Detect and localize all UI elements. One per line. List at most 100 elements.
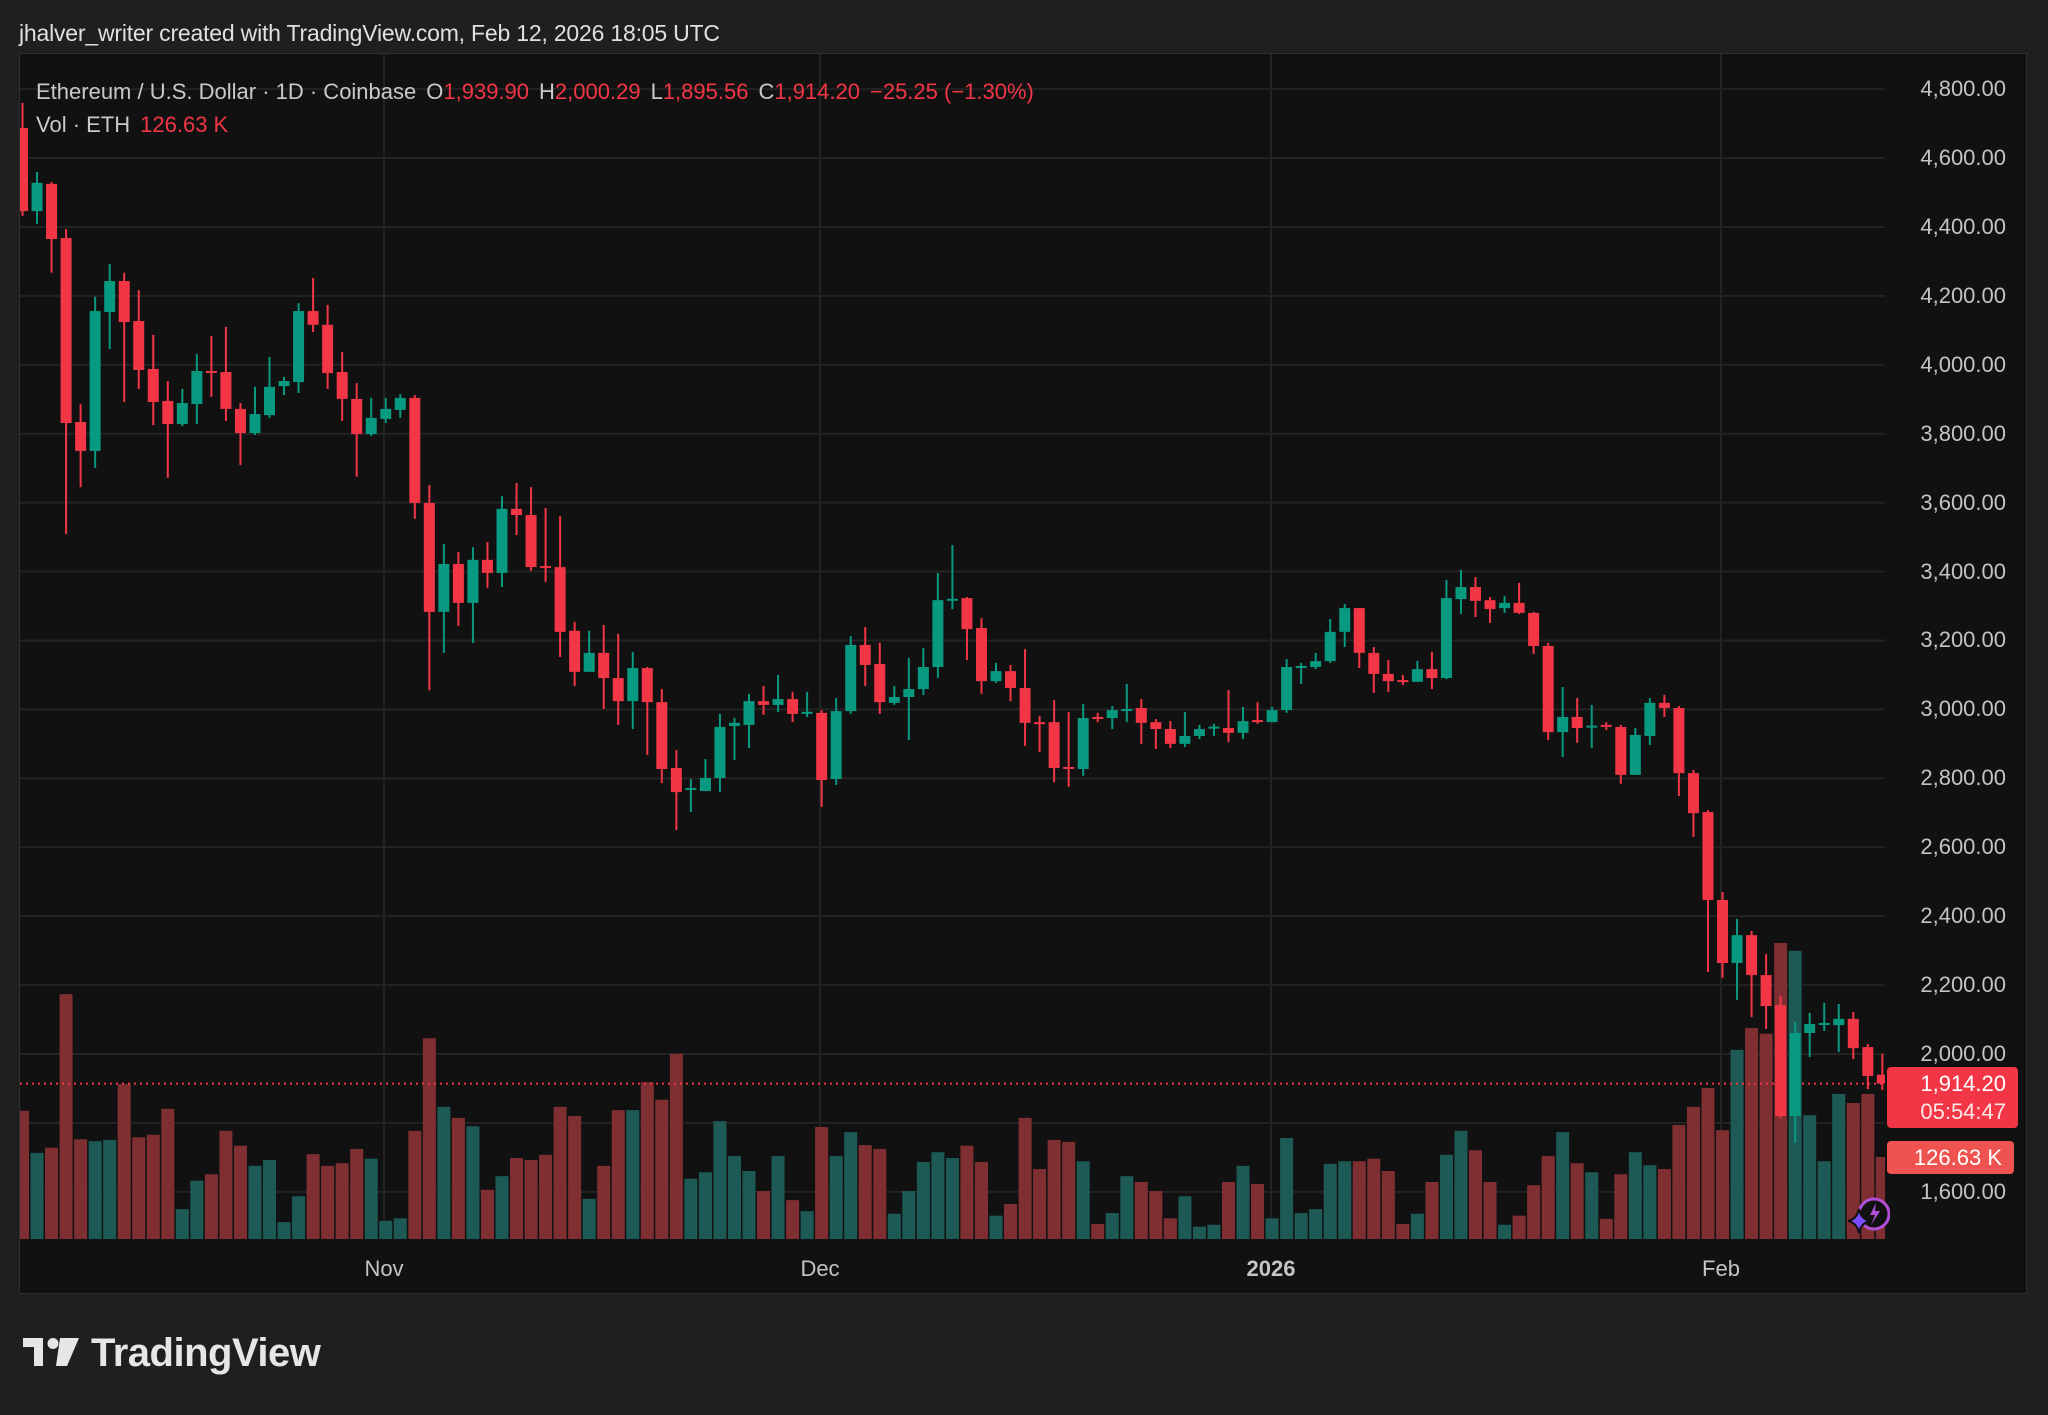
price-axis-label: 4,600.00 <box>1920 145 2006 171</box>
candle-body <box>685 787 697 790</box>
candle-body <box>336 372 348 399</box>
candle-body <box>1150 722 1162 730</box>
volume-bar <box>132 1137 146 1239</box>
volume-bar <box>1512 1215 1526 1239</box>
ai-sparkle-icon[interactable] <box>1848 1193 1890 1235</box>
candle-body <box>1818 1022 1830 1025</box>
candle-body <box>1252 720 1264 723</box>
volume-bar <box>1149 1191 1163 1239</box>
volume-bar <box>1309 1209 1323 1239</box>
candle-body <box>1746 935 1758 976</box>
candle-body <box>1629 734 1641 775</box>
volume-bar <box>698 1172 712 1239</box>
volume-bar <box>1076 1161 1090 1239</box>
candle-body <box>1222 728 1234 733</box>
candle-body <box>1687 773 1699 814</box>
candle-body <box>20 128 28 212</box>
candle-body <box>1847 1018 1859 1049</box>
candle-body <box>801 711 813 714</box>
candle-body <box>322 324 334 374</box>
volume-bar <box>713 1121 727 1239</box>
volume-bar <box>1352 1161 1366 1239</box>
price-axis-label: 2,200.00 <box>1920 972 2006 998</box>
candle-body <box>1876 1074 1885 1084</box>
candle-body <box>743 701 755 725</box>
candle-body <box>1440 598 1452 679</box>
plot-area[interactable] <box>16 54 1889 1239</box>
volume-bar <box>786 1200 800 1239</box>
volume-bar <box>1221 1182 1235 1239</box>
candle-body <box>830 711 842 780</box>
volume-bar <box>1033 1169 1047 1239</box>
volume-bar <box>553 1106 567 1239</box>
change-value: −25.25 (−1.30%) <box>869 78 1034 104</box>
open-label: O <box>426 78 444 104</box>
volume-bar <box>1469 1150 1482 1239</box>
high-value: 2,000.29 <box>554 78 641 104</box>
candle-body <box>1455 587 1467 600</box>
candle-body <box>467 559 479 603</box>
volume-bar <box>379 1220 393 1239</box>
candle-body <box>1586 725 1598 728</box>
candle-body <box>670 767 682 793</box>
volume-bar <box>190 1180 204 1239</box>
volume-bar <box>1294 1213 1308 1239</box>
candle-body <box>1005 671 1017 689</box>
candle-body <box>176 403 188 425</box>
candle-body <box>1397 680 1409 683</box>
volume-bar <box>1439 1154 1453 1239</box>
price-axis-label: 4,400.00 <box>1920 213 2006 239</box>
volume-bar <box>1251 1183 1265 1239</box>
price-axis-label: 3,800.00 <box>1920 420 2006 446</box>
volume-bar <box>742 1170 756 1239</box>
price-axis-label: 2,600.00 <box>1920 834 2006 860</box>
candle-series <box>20 102 1885 1143</box>
candle-body <box>1702 812 1714 900</box>
candle-body <box>598 652 610 679</box>
candle-body <box>787 699 799 714</box>
candle-body <box>1310 661 1322 668</box>
candle-body <box>1281 667 1293 711</box>
volume-bar <box>1803 1115 1817 1239</box>
candle-body <box>1470 587 1481 601</box>
volume-bar <box>1280 1137 1294 1239</box>
volume-bar <box>437 1106 451 1239</box>
candle-body <box>75 422 87 451</box>
symbol-title[interactable]: Ethereum / U.S. Dollar · 1D · Coinbase <box>36 78 417 104</box>
last-price-value: 1,914.20 <box>1920 1071 2006 1096</box>
price-axis-label: 2,800.00 <box>1920 765 2006 791</box>
volume-bar <box>1556 1132 1570 1239</box>
volume-bar <box>20 1110 29 1239</box>
volume-bar <box>582 1198 596 1239</box>
candle-body <box>525 515 537 568</box>
volume-value: 126.63 K <box>140 111 229 137</box>
price-axis-label: 3,600.00 <box>1920 489 2006 515</box>
tradingview-logo[interactable]: TradingView <box>23 1331 321 1376</box>
volume-bar <box>989 1215 1003 1239</box>
volume-bar <box>626 1110 640 1239</box>
volume-label[interactable]: Vol · ETH <box>36 111 131 137</box>
candle-body <box>307 311 319 325</box>
volume-bar <box>495 1176 509 1239</box>
volume-bar <box>1105 1213 1119 1239</box>
candle-body <box>1368 652 1380 674</box>
volume-bar <box>1018 1117 1032 1239</box>
candle-body <box>1644 702 1656 736</box>
candle-body <box>1106 710 1118 719</box>
candle-body <box>1048 722 1060 768</box>
volume-bar <box>1367 1158 1381 1239</box>
candle-body <box>1135 708 1147 723</box>
candle-body <box>1600 724 1612 727</box>
volume-bar <box>292 1196 306 1239</box>
volume-bar <box>974 1161 988 1239</box>
chart-panel[interactable] <box>19 53 2027 1294</box>
price-axis-label: 4,000.00 <box>1920 351 2006 377</box>
candle-body <box>1833 1018 1845 1026</box>
candle-body <box>917 667 929 690</box>
candle-body <box>46 183 58 240</box>
volume-bar <box>1832 1093 1846 1239</box>
volume-bar <box>1716 1130 1730 1239</box>
candle-body <box>1804 1024 1816 1033</box>
candle-body <box>438 563 450 612</box>
